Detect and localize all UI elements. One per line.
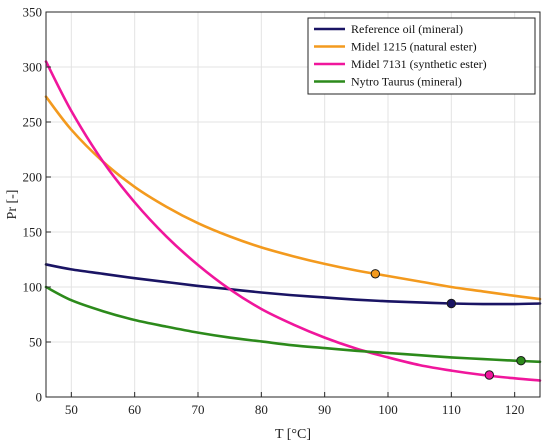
marker-reference-oil (446, 298, 457, 309)
legend-label: Midel 7131 (synthetic ester) (351, 57, 487, 71)
legend-label: Midel 1215 (natural ester) (351, 40, 477, 54)
legend-label: Nytro Taurus (mineral) (351, 75, 462, 89)
x-tick-label: 120 (505, 402, 525, 417)
y-tick-label: 200 (23, 170, 43, 185)
y-tick-label: 150 (23, 225, 43, 240)
y-tick-label: 100 (23, 280, 43, 295)
marker-midel-7131 (484, 370, 495, 380)
x-axis-ticks: 50 60 70 80 90 100 110 120 (65, 392, 525, 417)
x-tick-label: 80 (255, 402, 268, 417)
y-tick-label: 0 (36, 390, 43, 405)
y-tick-label: 50 (29, 335, 42, 350)
legend-label: Reference oil (mineral) (351, 22, 463, 36)
legend-item-midel-7131: Midel 7131 (synthetic ester) (314, 57, 487, 71)
marker-midel-1215 (370, 269, 381, 279)
series-line-midel-7131 (44, 60, 542, 382)
x-tick-label: 110 (442, 402, 461, 417)
legend-box (307, 17, 536, 95)
series-markers (370, 269, 526, 380)
marker-nytro-taurus (516, 356, 526, 366)
series-line-reference-oil (44, 263, 542, 306)
x-tick-label: 60 (128, 402, 141, 417)
x-tick-label: 90 (318, 402, 331, 417)
plot-frame (45, 11, 541, 398)
series-lines (44, 60, 542, 382)
series-line-midel-1215 (44, 95, 542, 301)
legend-item-nytro-taurus: Nytro Taurus (mineral) (314, 75, 462, 89)
legend: Reference oil (mineral) Midel 1215 (natur… (307, 17, 536, 95)
x-tick-label: 100 (378, 402, 398, 417)
x-tick-label: 70 (192, 402, 205, 417)
legend-item-midel-1215: Midel 1215 (natural ester) (314, 40, 477, 54)
y-tick-label: 350 (23, 5, 43, 20)
y-tick-label: 250 (23, 115, 43, 130)
y-axis-label: Pr [-] (5, 190, 20, 220)
legend-item-reference-oil: Reference oil (mineral) (314, 22, 463, 36)
y-axis-ticks: 0 50 100 150 200 250 300 350 (23, 5, 51, 405)
x-axis-label: T [°C] (275, 427, 311, 442)
series-line-nytro-taurus (44, 285, 542, 364)
y-tick-label: 300 (23, 60, 43, 75)
x-tick-label: 50 (65, 402, 78, 417)
